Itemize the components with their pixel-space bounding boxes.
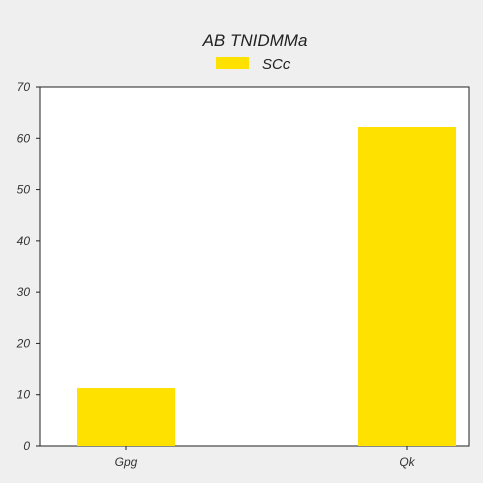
legend-swatch	[216, 57, 249, 69]
y-tick-label: 20	[16, 336, 31, 350]
y-tick-label: 10	[17, 388, 31, 402]
x-tick-label: Gpg	[115, 455, 138, 469]
chart-title: AB TNIDMMa	[202, 31, 308, 50]
y-tick-label: 50	[17, 183, 31, 197]
bar-qk	[358, 127, 456, 446]
x-tick-label: Qk	[399, 455, 415, 469]
y-tick-label: 70	[17, 80, 31, 94]
y-tick-label: 60	[17, 131, 31, 145]
legend-label-scc: SCc	[262, 56, 291, 73]
bars	[77, 127, 456, 446]
y-axis-ticks: 0 10 20 30 40 50 60 70	[16, 80, 40, 453]
y-tick-label: 0	[23, 439, 30, 453]
x-axis-ticks: Gpg Qk	[115, 446, 416, 469]
y-tick-label: 40	[17, 234, 31, 248]
y-tick-label: 30	[17, 285, 31, 299]
bar-gpg	[77, 388, 175, 446]
legend: SCc	[216, 56, 291, 73]
